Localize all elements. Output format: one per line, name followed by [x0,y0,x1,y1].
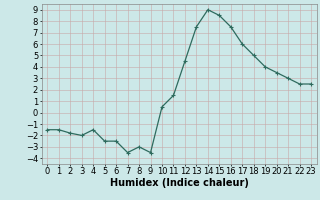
X-axis label: Humidex (Indice chaleur): Humidex (Indice chaleur) [110,178,249,188]
